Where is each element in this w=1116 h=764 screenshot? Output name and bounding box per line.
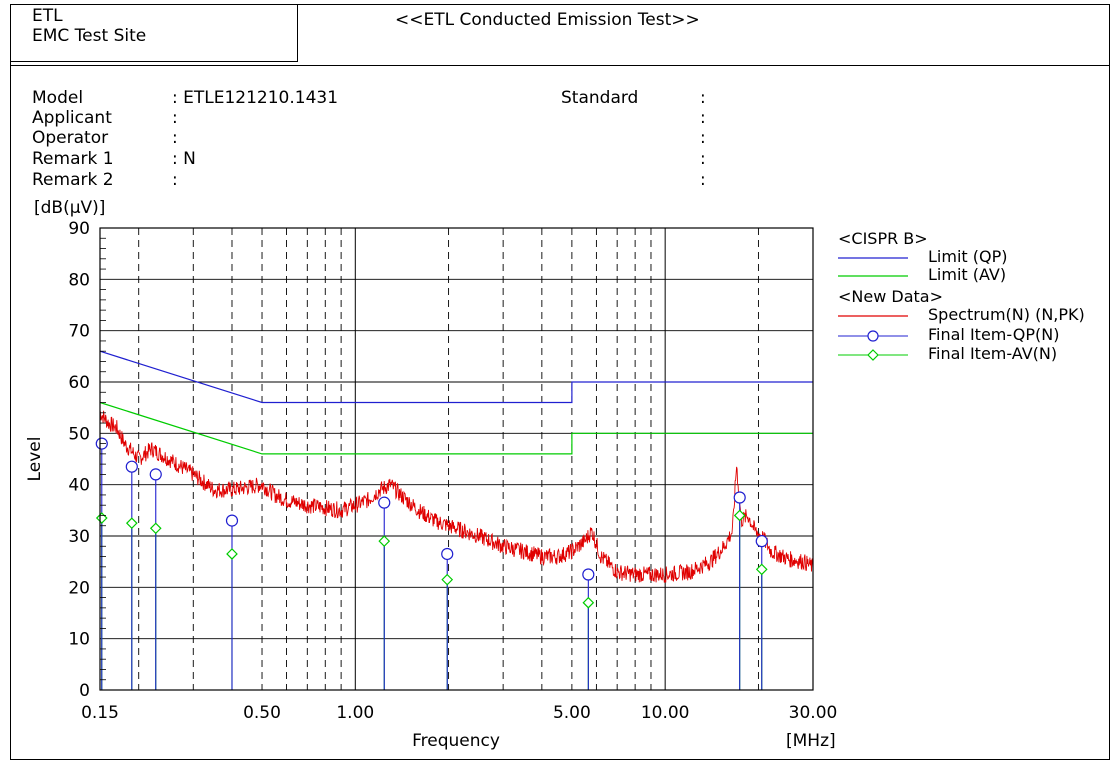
legend-label-final-av: Final Item-AV(N) [928,344,1057,363]
legend-label-limit-qp: Limit (QP) [928,247,1007,266]
legend-group-label: <New Data> [838,287,943,306]
grid-layer [100,227,813,691]
final-av-marker [378,535,391,547]
limit-av-line [99,401,813,455]
info-label: Remark 1 [32,149,114,169]
standard-colon: : [700,149,706,169]
limit-layer [99,350,813,455]
info-value: : [172,128,178,148]
info-label: Remark 2 [32,170,114,190]
final-qp-marker [378,496,391,509]
x-tick-label: 30.00 [789,703,838,723]
final-av-marker [582,596,595,609]
final-qp-marker [149,468,162,481]
legend-group-label: <CISPR B> [838,229,928,248]
report-frame [10,4,1110,760]
legend-marker-final-av [867,349,879,361]
final-qp-marker [582,568,595,581]
final-av-marker [733,509,746,522]
info-value: : [172,108,178,128]
legend: <CISPR B> Limit (QP) Limit (AV) <New Dat… [838,229,1085,363]
final-qp-marker [125,460,138,473]
y-tick-label: 10 [68,630,90,650]
final-qp-marker [225,514,239,527]
x-tick-label: 0.50 [243,703,281,723]
standard-colon: : [700,128,706,148]
info-value: : ETLE121210.1431 [172,88,339,108]
standard-colon: : [700,88,706,108]
final-items-layer [95,437,768,690]
site-name: ETL [32,6,63,26]
final-qp-marker [755,535,768,548]
x-tick-label: 0.15 [81,703,119,723]
axis-layer: 0 10 20 30 40 50 60 70 80 90 0.15 0.50 1.00 5.00 10.00… [68,219,837,723]
standard-label: Standard [561,88,639,108]
info-label: Model [32,88,84,108]
y-tick-label: 40 [68,476,90,496]
final-av-marker [125,517,138,530]
y-tick-label: 80 [68,270,90,290]
x-tick-label: 5.00 [553,703,591,723]
y-tick-label: 20 [68,578,90,598]
final-av-marker [95,512,108,524]
y-tick-label: 90 [68,219,90,239]
legend-label-final-qp: Final Item-QP(N) [928,325,1059,344]
final-qp-marker [733,491,746,504]
site-box [10,4,298,62]
y-tick-label: 0 [79,681,90,701]
x-axis-title: Frequency [412,731,500,751]
final-av-marker [226,548,238,560]
x-tick-label: 10.00 [641,703,690,723]
legend-marker-final-qp [867,330,879,342]
info-label: Operator [32,128,109,148]
legend-label-limit-av: Limit (AV) [928,265,1006,284]
legend-label-spectrum: Spectrum(N) (N,PK) [928,305,1085,324]
y-unit-label: [dB(μV)] [34,198,105,218]
final-av-marker [441,573,454,586]
x-tick-label: 1.00 [336,703,374,723]
y-tick-label: 70 [68,322,90,342]
y-tick-label: 30 [68,527,90,547]
spectrum-layer [99,410,814,603]
y-tick-label: 50 [68,424,90,444]
site-subtitle: EMC Test Site [32,26,147,46]
spectrum-trace [99,410,814,603]
y-axis-title: Level [25,437,45,482]
report-title: <<ETL Conducted Emission Test>> [395,10,700,30]
info-value: : N [172,149,196,169]
standard-colon: : [700,170,706,190]
info-label: Applicant [32,108,112,128]
final-qp-marker [441,547,454,561]
limit-qp-line [99,350,813,404]
standard-colon: : [700,108,706,128]
info-value: : [172,170,178,190]
plot-border [99,227,814,691]
header-divider [10,65,1110,66]
final-av-marker [149,522,162,535]
x-unit-label: [MHz] [786,731,836,751]
final-av-marker [755,563,768,576]
y-tick-label: 60 [68,373,90,393]
